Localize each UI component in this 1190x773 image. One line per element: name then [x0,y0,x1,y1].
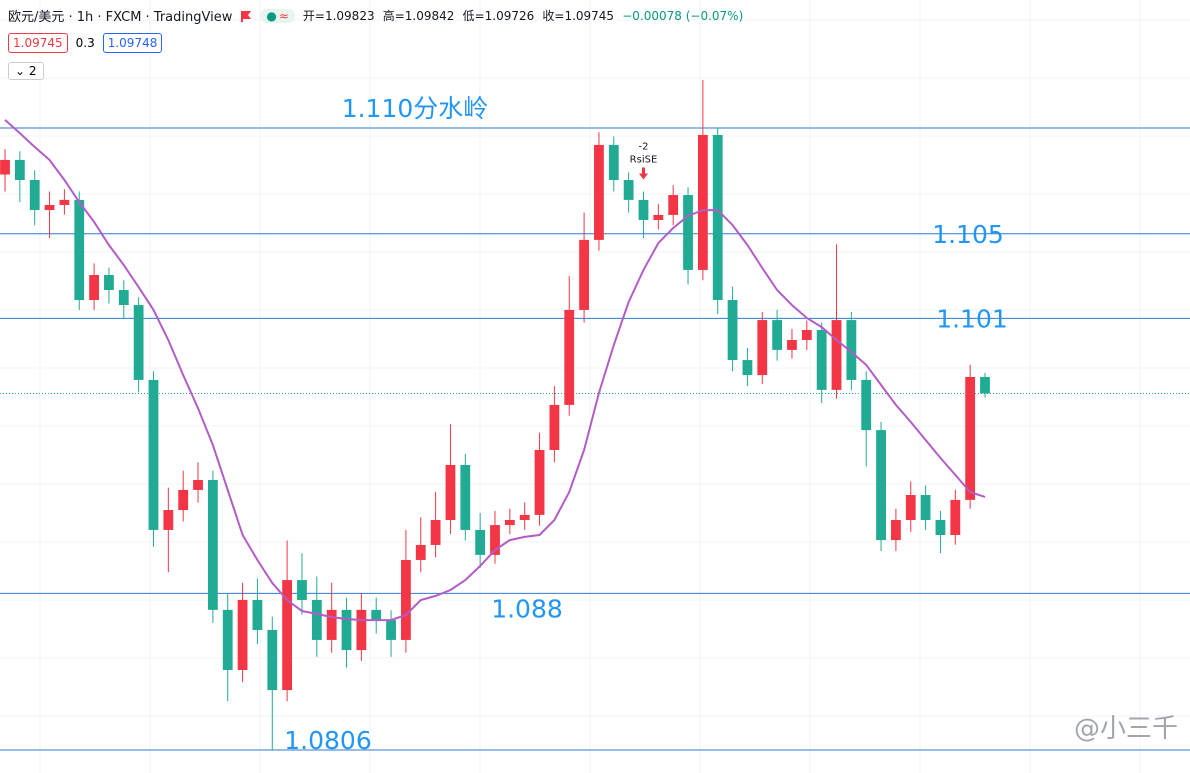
candle-body [712,134,723,300]
candle-body [282,580,293,691]
candle-body [0,159,10,175]
candle-body [846,320,857,380]
signal-name: RsiSE [630,154,658,165]
candle-body [905,495,916,520]
level-label: 1.0806 [284,726,371,755]
candle-body [697,134,708,270]
indicator-toggle[interactable]: ⌄ 2 [8,62,44,80]
candle-body [148,379,159,530]
watermark: @小三千 [1073,714,1178,744]
candle-body [133,305,144,380]
candle-body [787,339,797,350]
signal-count: -2 [638,141,648,152]
moving-average [4,119,986,622]
candle-body [267,629,278,691]
candle-body [475,529,486,555]
candle-body [876,430,886,541]
level-label: 1.105 [932,220,1004,249]
candle-body [104,275,114,291]
candle-body [861,379,872,431]
candle-body [445,464,456,520]
close: 收=1.09745 [542,9,615,23]
candle-body [163,510,174,530]
candle-body [950,499,961,536]
candle-body [311,599,322,640]
level-label: 1.110分水岭 [342,94,489,123]
candle-body [668,195,679,215]
high: 高=1.09842 [382,9,455,23]
status-pill[interactable]: ● ≈ [260,8,295,23]
header: 欧元/美元 · 1h · FXCM · TradingView ● ≈ 开=1.0… [8,6,747,25]
candle-body [608,144,619,181]
candle-body [519,514,530,520]
open: 开=1.09823 [302,9,375,23]
candle-body [341,609,352,651]
candle-body [415,544,426,560]
candle-body [207,480,218,610]
candle-body [801,330,812,340]
level-label: 1.088 [491,594,563,623]
bid[interactable]: 1.09745 [8,33,68,53]
candle-body [816,330,827,390]
candle-body [965,376,976,500]
candle-body [638,199,649,221]
candle-body [490,525,500,555]
symbol: 欧元/美元 · 1h · FXCM · TradingView [8,10,233,25]
candle-body [89,275,99,300]
candle-body [430,519,441,545]
candle-body [653,214,664,221]
candle-body [579,239,589,310]
signal-arrow [638,167,648,180]
candle-body [891,519,901,541]
candle-body [44,204,55,211]
candle-body [193,480,203,490]
candle-body [178,489,189,511]
candle-body [564,309,575,405]
candle-body [252,599,263,630]
ask[interactable]: 1.09748 [102,33,163,53]
level-label: 1.101 [936,304,1008,333]
candle-body [29,180,40,211]
candle-body [980,376,990,394]
candle-body [356,609,367,651]
candle-body [386,620,396,640]
flag-icon[interactable] [240,10,252,22]
spread: 0.3 [75,36,95,50]
candle-body [504,519,515,526]
candle-body [757,320,768,376]
candle-body [594,144,604,240]
ohlc: 开=1.09823 高=1.09842 低=1.09726 收=1.09745 … [303,7,747,24]
candle-body [935,519,946,536]
candle-body [371,609,382,621]
candle-body [59,199,70,205]
indicator-count: 2 [28,64,37,78]
candle-body [460,464,471,530]
candle-body [326,609,337,640]
candle-body [14,159,25,181]
candle-body [74,199,85,300]
candle-body [297,580,307,600]
candle-body [920,495,931,520]
candle-body [727,299,738,361]
candle-body [549,404,560,450]
quote-row: 1.09745 0.3 1.09748 [8,33,163,53]
candle-body [831,320,842,390]
candle-body [623,180,634,200]
candle-body [534,449,545,515]
candle-body [772,320,783,350]
low: 低=1.09726 [462,9,535,23]
candle-body [401,559,411,640]
change: −0.00078 (−0.07%) [622,9,744,23]
candle-body [118,290,129,306]
candle-body [237,599,248,670]
candle-body [742,360,753,376]
candle-body [683,195,693,270]
candle-body [222,609,233,670]
